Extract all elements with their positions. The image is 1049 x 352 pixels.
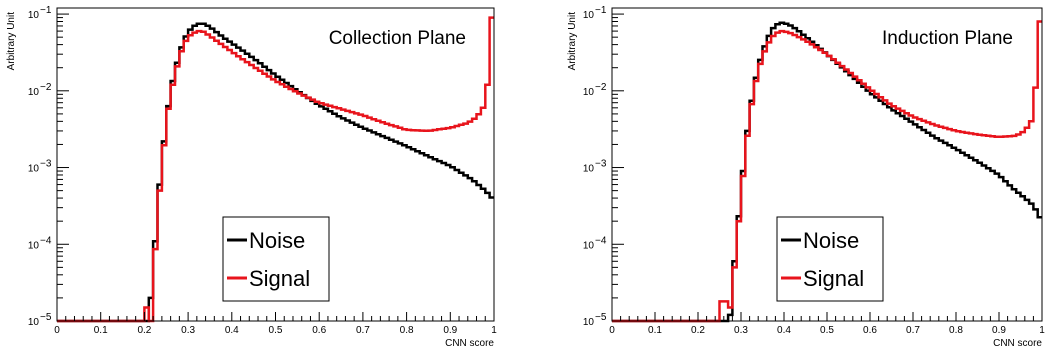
legend-signal-label: Signal — [249, 266, 310, 291]
x-tick-label: 0.1 — [94, 325, 108, 336]
y-tick-exponent: −5 — [40, 312, 52, 323]
x-tick-label: 0.5 — [269, 325, 283, 336]
y-tick-exponent: −1 — [595, 5, 607, 16]
x-tick-label: 0.1 — [648, 325, 662, 336]
legend-box — [776, 216, 884, 302]
y-tick-label: 10 — [583, 87, 595, 98]
legend-signal-label: Signal — [803, 266, 864, 291]
legend-noise-label: Noise — [249, 228, 305, 253]
x-tick-label: 0.6 — [863, 325, 877, 336]
legend-noise-label: Noise — [803, 228, 859, 253]
x-tick-label: 0.9 — [443, 325, 457, 336]
x-tick-label: 0 — [609, 325, 615, 336]
y-tick-label: 10 — [28, 10, 40, 21]
y-tick-exponent: −4 — [40, 235, 52, 246]
y-tick-exponent: −2 — [40, 82, 52, 93]
x-tick-label: 0.8 — [949, 325, 963, 336]
x-tick-label: 0.2 — [137, 325, 151, 336]
y-tick-label: 10 — [28, 317, 40, 328]
y-tick-label: 10 — [583, 164, 595, 175]
x-tick-label: 0.3 — [734, 325, 748, 336]
x-axis-title: CNN score — [993, 338, 1042, 349]
series-noise-line — [612, 21, 1042, 323]
y-tick-label: 10 — [583, 240, 595, 251]
y-tick-label: 10 — [28, 240, 40, 251]
y-tick-exponent: −1 — [40, 5, 52, 16]
x-tick-label: 0.9 — [992, 325, 1006, 336]
y-tick-exponent: −3 — [40, 159, 52, 170]
x-tick-label: 0.3 — [181, 325, 195, 336]
x-tick-label: 0.4 — [777, 325, 791, 336]
series-signal-line — [612, 20, 1042, 323]
plane-title: Induction Plane — [882, 28, 1013, 49]
y-tick-label: 10 — [583, 317, 595, 328]
x-tick-label: 1 — [1039, 325, 1045, 336]
y-tick-exponent: −5 — [595, 312, 607, 323]
y-axis-title: Arbitrary Unit — [567, 12, 578, 71]
y-tick-label: 10 — [28, 164, 40, 175]
collection-plane-panel: 0 0.1 0.2 0.3 0.4 0.5 0.6 0.7 0.8 0.9 110 −510 −410−… — [6, 5, 497, 349]
plane-title: Collection Plane — [329, 28, 466, 49]
series-signal-line — [57, 16, 494, 323]
x-tick-label: 0.4 — [225, 325, 239, 336]
x-tick-label: 0.6 — [312, 325, 326, 336]
y-tick-exponent: −3 — [595, 159, 607, 170]
x-tick-label: 0.7 — [356, 325, 370, 336]
y-tick-exponent: −2 — [595, 82, 607, 93]
induction-plane-panel: 0 0.1 0.2 0.3 0.4 0.5 0.6 0.7 0.8 0.9 110 −510 −410−… — [567, 5, 1045, 349]
y-axis-title: Arbitrary Unit — [6, 12, 17, 71]
y-tick-label: 10 — [28, 87, 40, 98]
y-tick-exponent: −4 — [595, 235, 607, 246]
x-tick-label: 1 — [491, 325, 497, 336]
legend-box — [222, 216, 330, 302]
x-tick-label: 0.5 — [820, 325, 834, 336]
x-tick-label: 0 — [54, 325, 60, 336]
x-tick-label: 0.2 — [691, 325, 705, 336]
y-tick-label: 10 — [583, 10, 595, 21]
x-axis-title: CNN score — [445, 338, 494, 349]
x-tick-label: 0.8 — [400, 325, 414, 336]
x-tick-label: 0.7 — [906, 325, 920, 336]
